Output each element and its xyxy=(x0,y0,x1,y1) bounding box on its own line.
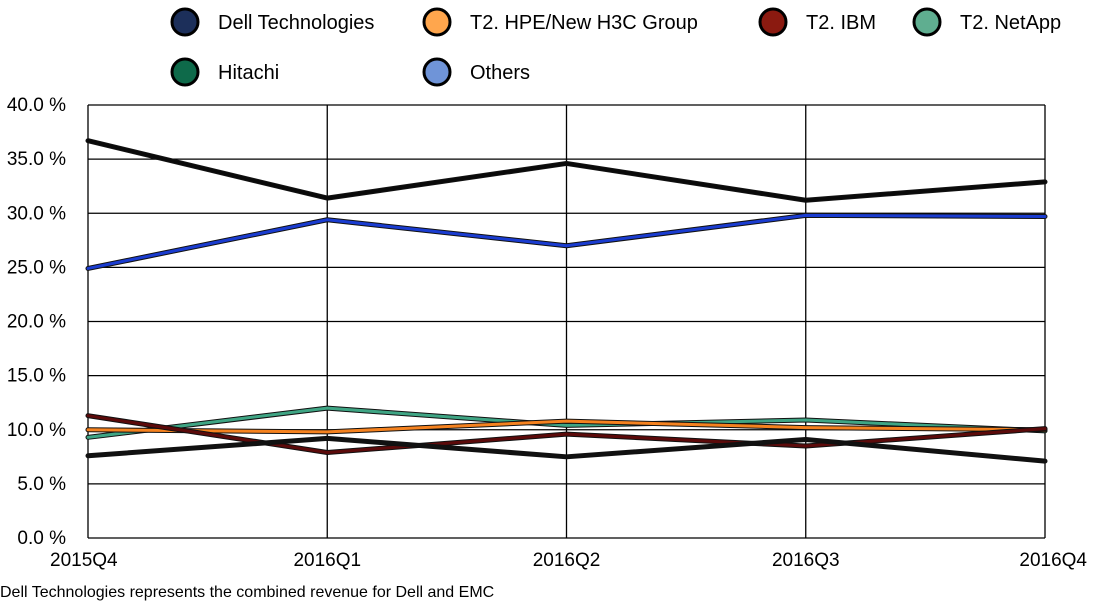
footnote: Dell Technologies represents the combine… xyxy=(0,584,495,601)
legend-label: T2. IBM xyxy=(806,12,876,34)
legend-marker xyxy=(422,57,452,87)
x-tick-label: 2016Q3 xyxy=(772,550,840,571)
x-tick-label: 2016Q4 xyxy=(1019,550,1087,571)
x-tick-label: 2015Q4 xyxy=(50,550,118,571)
x-axis: 2015Q4 2016Q1 2016Q2 2016Q3 2016Q4 xyxy=(50,550,1087,571)
legend-marker xyxy=(170,7,200,37)
legend-label: Dell Technologies xyxy=(218,12,374,34)
legend-item-dell-technologies: Dell Technologies xyxy=(170,7,374,37)
series-line-t2-ibm xyxy=(86,414,1047,454)
y-tick-label: 40.0 % xyxy=(7,95,66,116)
y-tick-label: 35.0 % xyxy=(7,149,66,170)
series-line-t2-hpe-new-h3c-group xyxy=(86,419,1047,434)
legend-label: T2. HPE/New H3C Group xyxy=(470,12,698,34)
y-tick-label: 15.0 % xyxy=(7,366,66,387)
legend-item-t2-netapp: T2. NetApp xyxy=(912,7,1061,37)
series-line-hitachi xyxy=(86,436,1047,463)
y-tick-label: 10.0 % xyxy=(7,420,66,441)
y-tick-label: 30.0 % xyxy=(7,203,66,224)
legend-marker xyxy=(912,7,942,37)
legend-item-hitachi: Hitachi xyxy=(170,57,279,87)
legend-label: Hitachi xyxy=(218,62,279,84)
legend-item-others: Others xyxy=(422,57,530,87)
x-tick-label: 2016Q2 xyxy=(533,550,601,571)
legend: Dell Technologies T2. HPE/New H3C Group T2… xyxy=(170,7,1061,87)
legend-label: Others xyxy=(470,62,530,84)
x-tick-label: 2016Q1 xyxy=(293,550,361,571)
y-tick-label: 20.0 % xyxy=(7,312,66,333)
series-line-dell-technologies xyxy=(86,139,1047,202)
y-tick-label: 25.0 % xyxy=(7,257,66,278)
legend-label: T2. NetApp xyxy=(960,12,1061,34)
grid xyxy=(87,104,1046,539)
legend-item-t2-hpe-new-h3c-group: T2. HPE/New H3C Group xyxy=(422,7,698,37)
legend-marker xyxy=(758,7,788,37)
series-lines xyxy=(85,138,1048,464)
series-line-t2-netapp xyxy=(86,406,1047,439)
legend-marker xyxy=(422,7,452,37)
legend-item-t2-ibm: T2. IBM xyxy=(758,7,876,37)
y-tick-label: 0.0 % xyxy=(17,528,66,549)
y-tick-label: 5.0 % xyxy=(17,474,66,495)
y-axis: 0.0 % 5.0 % 10.0 % 15.0 % 20.0 % 25.0 % 30.0 %… xyxy=(7,95,66,549)
legend-marker xyxy=(170,57,200,87)
series-line-others xyxy=(86,213,1047,270)
